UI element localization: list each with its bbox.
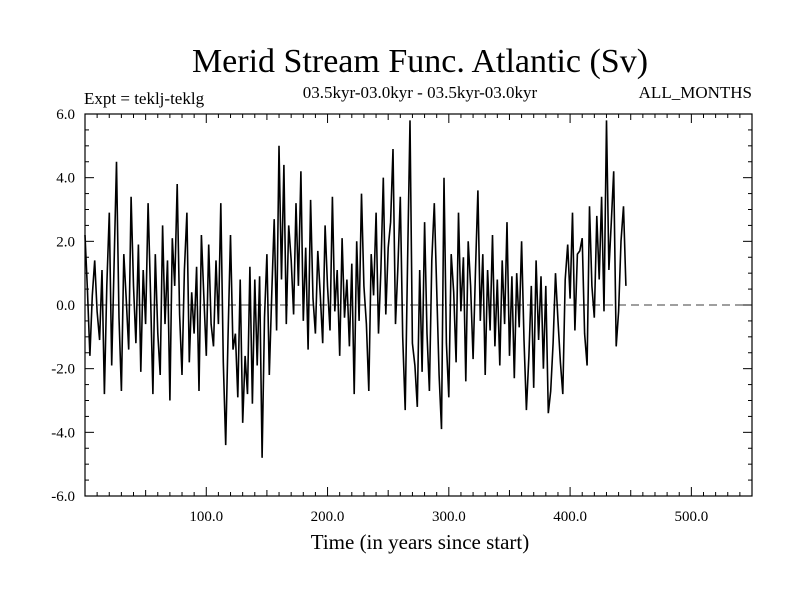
chart-subtitle-period: 03.5kyr-03.0kyr - 03.5kyr-03.0kyr — [303, 83, 538, 102]
y-tick-label: -4.0 — [51, 425, 75, 441]
x-tick-label: 400.0 — [553, 509, 587, 525]
data-series-line-1 — [84, 120, 627, 458]
y-tick-label: 0.0 — [56, 298, 75, 314]
y-tick-label: -6.0 — [51, 489, 75, 505]
chart-subtitle-season: ALL_MONTHS — [639, 83, 752, 102]
y-tick-label: 2.0 — [56, 234, 75, 250]
y-tick-label: -2.0 — [51, 362, 75, 378]
chart-title: Merid Stream Func. Atlantic (Sv) — [192, 43, 648, 80]
y-tick-label: 4.0 — [56, 171, 75, 187]
x-tick-label: 300.0 — [432, 509, 466, 525]
x-tick-label: 500.0 — [674, 509, 708, 525]
x-tick-label: 200.0 — [311, 509, 345, 525]
y-tick-label: 6.0 — [56, 107, 75, 123]
x-axis-label: Time (in years since start) — [311, 530, 530, 554]
chart-subtitle-experiment: Expt = teklj-teklg — [84, 89, 205, 108]
x-tick-label: 100.0 — [189, 509, 223, 525]
